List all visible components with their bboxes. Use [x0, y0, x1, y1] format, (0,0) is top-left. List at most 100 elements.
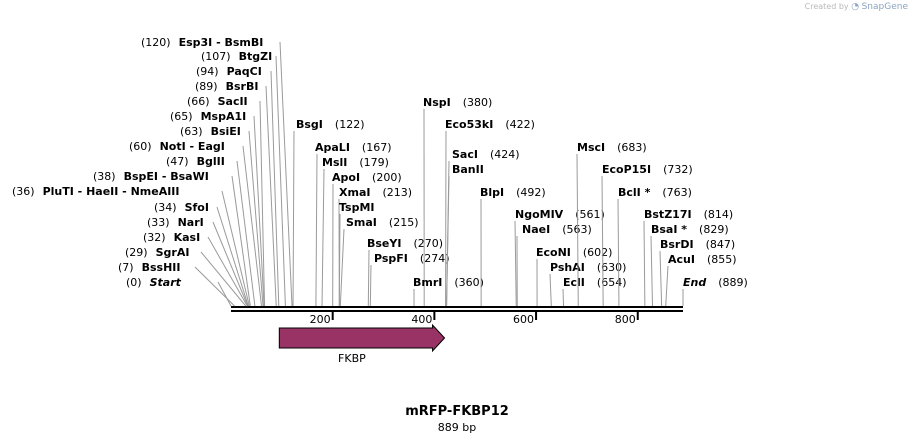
site-tspmi: TspMI [338, 201, 375, 307]
site-apoi: ApoI (200) [332, 171, 402, 307]
site-name-label: MscI [577, 141, 605, 154]
site-leader-line [665, 265, 669, 307]
site-bsiei: (63) BsiEI [180, 125, 264, 307]
site-msli: MslI (179) [321, 156, 389, 307]
site-position-label: (65) [170, 110, 193, 123]
site-name-label: NarI [178, 216, 204, 229]
site-leader-line [236, 160, 256, 307]
site-end: End (889) [682, 276, 748, 306]
site-name-label: MspA1I [201, 110, 247, 123]
site-position-label: (94) [196, 65, 219, 78]
site-kasi: (32) KasI [143, 231, 248, 307]
site-name-label: KasI [174, 231, 201, 244]
site-bmri: BmrI (360) [413, 276, 484, 307]
site-leader-line [367, 249, 370, 307]
site-acui: AcuI (855) [665, 253, 737, 307]
site-bseyi: BseYI (270) [367, 237, 443, 307]
site-leader-line [248, 130, 264, 307]
site-banii: BanII [446, 163, 484, 307]
site-name-label: End [683, 276, 706, 289]
site-position-label: (66) [187, 95, 210, 108]
site-sgrai: (29) SgrAI [125, 246, 247, 307]
site-name-label: BlpI [480, 186, 504, 199]
site-position-label: (179) [359, 156, 389, 169]
site-position-label: (33) [147, 216, 170, 229]
site-leader-line [315, 153, 318, 307]
site-leader-line [279, 41, 293, 307]
site-position-label: (654) [597, 276, 627, 289]
site-name-label: EclI [563, 276, 585, 289]
credit-prefix: Created by [804, 2, 849, 11]
site-nspi: NspI (380) [423, 96, 492, 307]
site-leader-line [216, 206, 249, 307]
site-bsshii: (7) BssHII [118, 261, 235, 307]
site-leader-line [446, 175, 450, 307]
site-name-label: BspEI - BsaWI [124, 170, 209, 183]
site-paqci: (94) PaqCI [196, 65, 280, 307]
site-leader-line [643, 220, 646, 307]
site-btgzi: (107) BtgZI [201, 50, 286, 307]
site-name-label: BstZ17I [644, 208, 692, 221]
site-position-label: (213) [382, 186, 412, 199]
site-naei: NaeI (563) [516, 223, 592, 307]
site-ecli: EclI (654) [562, 276, 627, 307]
axis-tick-label: 400 [411, 313, 432, 326]
site-leader-line [265, 85, 277, 307]
site-leader-line [217, 281, 232, 307]
site-leader-line [270, 70, 280, 307]
feature-arrow [278, 323, 446, 353]
site-position-label: (36) [12, 185, 35, 198]
site-name-label: EcoP15I [602, 163, 651, 176]
site-position-label: (630) [597, 261, 627, 274]
site-name-label: NotI - EagI [160, 140, 225, 153]
axis-tick-label: 600 [513, 313, 534, 326]
site-name-label: PshAI [550, 261, 585, 274]
site-name-label: BtgZI [239, 50, 273, 63]
site-name-label: SgrAI [156, 246, 190, 259]
site-position-label: (32) [143, 231, 166, 244]
site-leader-line [321, 168, 325, 307]
feature-label: FKBP [338, 352, 366, 365]
site-name-label: BclI * [618, 186, 651, 199]
site-start: (0) Start [126, 276, 232, 307]
site-name-label: PspFI [374, 252, 408, 265]
site-leader-line [200, 251, 247, 307]
site-ecop15i: EcoP15I (732) [601, 163, 693, 307]
site-nari: (33) NarI [147, 216, 249, 307]
title-block: mRFP-FKBP12 889 bp [0, 404, 914, 434]
site-position-label: (63) [180, 125, 203, 138]
site-position-label: (270) [413, 237, 443, 250]
site-name-label: AcuI [668, 253, 695, 266]
site-position-label: (732) [663, 163, 693, 176]
site-position-label: (38) [93, 170, 116, 183]
site-name-label: SacI [452, 148, 478, 161]
site-leader-line [207, 236, 248, 307]
site-bstz17i: BstZ17I (814) [643, 208, 734, 307]
site-leader-line [562, 288, 565, 307]
site-position-label: (561) [575, 208, 605, 221]
site-name-label: BssHII [142, 261, 181, 274]
site-name-label: BsrDI [660, 238, 694, 251]
axis-tick-label: 800 [615, 313, 636, 326]
site-ngomiv: NgoMIV (561) [514, 208, 605, 307]
site-position-label: (814) [704, 208, 734, 221]
site-leader-line [601, 175, 604, 307]
site-position-label: (424) [490, 148, 520, 161]
site-name-label: SmaI [346, 216, 377, 229]
site-econi: EcoNI (602) [536, 246, 612, 307]
site-name-label: Start [150, 276, 182, 289]
site-name-label: TspMI [339, 201, 375, 214]
site-position-label: (122) [335, 118, 365, 131]
site-position-label: (889) [718, 276, 748, 289]
site-name-label: XmaI [339, 186, 370, 199]
site-position-label: (89) [195, 80, 218, 93]
site-leader-line [259, 100, 266, 307]
site-position-label: (60) [129, 140, 152, 153]
site-leader-line [253, 115, 265, 307]
site-name-label: BglII [197, 155, 225, 168]
site-position-label: (422) [505, 118, 535, 131]
site-msci: MscI (683) [576, 141, 647, 307]
site-bsrbi: (89) BsrBI [195, 80, 277, 307]
site-name-label: BsiEI [211, 125, 241, 138]
